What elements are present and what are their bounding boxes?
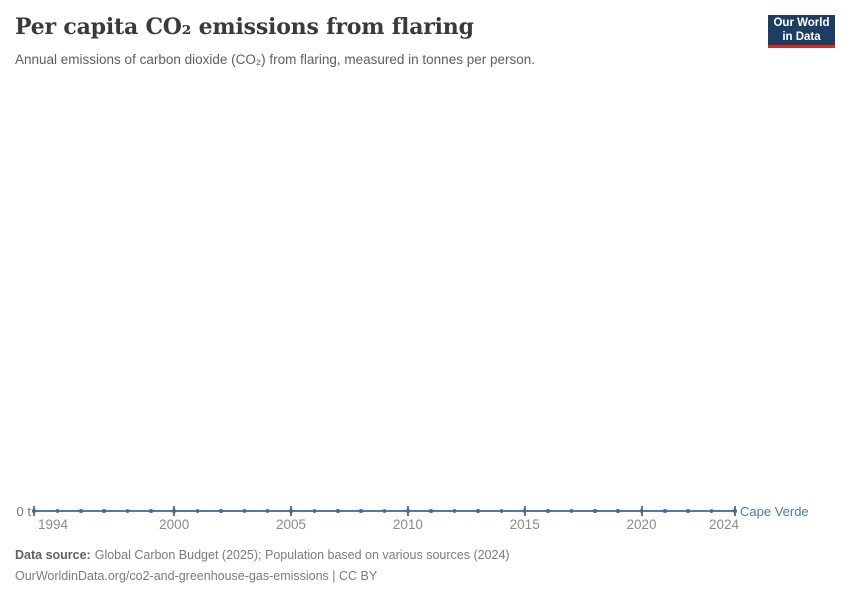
data-point[interactable] xyxy=(476,509,480,513)
data-point[interactable] xyxy=(406,509,410,513)
owid-logo-line2: in Data xyxy=(782,31,821,43)
data-point[interactable] xyxy=(616,509,620,513)
data-point[interactable] xyxy=(429,509,434,513)
data-point[interactable] xyxy=(312,509,317,513)
x-axis-label: 2010 xyxy=(392,517,423,532)
footer-license-link[interactable]: OurWorldinData.org/co2-and-greenhouse-ga… xyxy=(15,569,378,583)
data-point[interactable] xyxy=(382,509,387,513)
chart-subtitle: Annual emissions of carbon dioxide (CO₂)… xyxy=(15,52,535,67)
data-point[interactable] xyxy=(359,509,363,513)
series-end-label-cape-verde: Cape Verde xyxy=(740,504,809,519)
data-point[interactable] xyxy=(78,509,83,513)
data-source-value: Global Carbon Budget (2025); Population … xyxy=(94,548,510,562)
data-point[interactable] xyxy=(522,509,527,513)
data-point[interactable] xyxy=(593,509,597,513)
x-axis-label: 1994 xyxy=(38,517,69,532)
x-axis-label: 2020 xyxy=(626,517,657,532)
data-point[interactable] xyxy=(55,509,60,513)
chart-title: Per capita CO₂ emissions from flaring xyxy=(15,14,474,40)
data-point[interactable] xyxy=(639,509,644,513)
data-point[interactable] xyxy=(32,509,36,513)
y-axis-zero-label: 0 t xyxy=(16,504,31,519)
data-point[interactable] xyxy=(452,509,457,513)
data-source-label: Data source: xyxy=(15,548,91,562)
data-point[interactable] xyxy=(289,509,293,513)
data-point[interactable] xyxy=(125,509,130,513)
data-point[interactable] xyxy=(172,509,176,513)
data-point[interactable] xyxy=(335,509,340,513)
data-point[interactable] xyxy=(265,509,270,513)
data-point[interactable] xyxy=(242,509,247,513)
data-point[interactable] xyxy=(663,509,667,513)
data-point[interactable] xyxy=(686,509,691,513)
data-point[interactable] xyxy=(102,509,106,513)
x-axis-label: 2015 xyxy=(509,517,540,532)
x-axis-label: 2005 xyxy=(276,517,307,532)
x-axis-label: 2024 xyxy=(708,517,739,532)
owid-logo[interactable]: Our World in Data xyxy=(768,15,835,48)
owid-logo-line1: Our World xyxy=(773,16,830,29)
data-point[interactable] xyxy=(569,509,574,513)
x-axis-label: 2000 xyxy=(159,517,190,532)
data-point[interactable] xyxy=(499,509,504,513)
data-point[interactable] xyxy=(149,509,153,513)
data-point[interactable] xyxy=(733,509,737,513)
footer-data-source: Data source: Global Carbon Budget (2025);… xyxy=(15,548,510,562)
data-point[interactable] xyxy=(546,509,550,513)
owid-logo-text: Our World in Data xyxy=(773,16,829,45)
data-point[interactable] xyxy=(219,509,223,513)
data-point[interactable] xyxy=(709,509,714,513)
data-point[interactable] xyxy=(195,509,200,513)
